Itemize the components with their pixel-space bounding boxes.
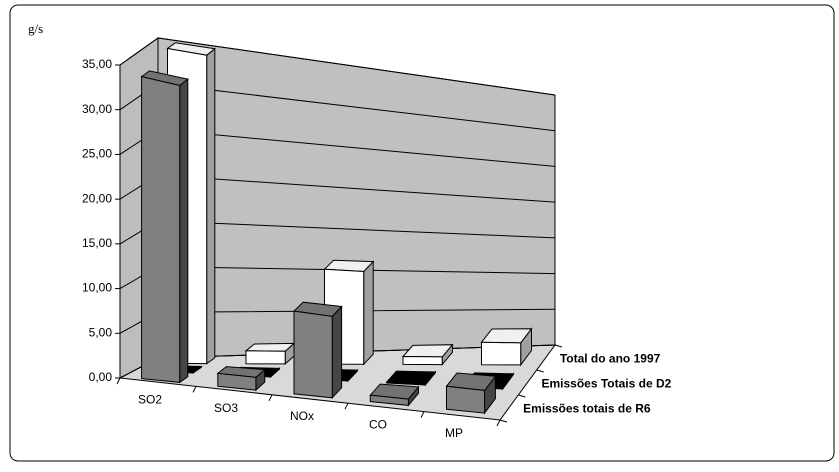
y-tick-label: 15,00 [82,236,112,250]
depth-tick [554,344,563,348]
x-tick-label: CO [369,418,387,432]
bar [216,366,266,392]
x-tick [268,394,273,402]
x-tick-label: NOx [290,409,314,423]
bar-front [386,381,426,386]
bar-front [217,372,257,391]
bar-front [481,341,522,366]
bar-front [402,355,443,366]
bar [369,383,420,407]
legend-label: Emissões Totais de D2 [542,377,672,391]
x-tick-label: MP [445,426,463,440]
y-tick-label: 20,00 [82,191,112,205]
x-tick-label: SO3 [214,401,238,415]
depth-tick [518,394,526,398]
bar-side [179,78,189,384]
bar-front [245,350,286,365]
x-tick [116,377,121,385]
x-tick-label: SO2 [138,392,162,406]
depth-tick [536,369,544,373]
y-tick-label: 35,00 [82,57,112,71]
bar [480,327,533,367]
y-tick-label: 25,00 [82,147,112,161]
axis-unit: g/s [28,21,43,36]
bar-side [331,305,343,400]
bar [401,343,454,366]
y-tick-label: 30,00 [82,102,112,116]
y-tick-label: 10,00 [82,281,112,295]
x-tick [420,411,425,418]
y-tick-label: 5,00 [89,325,113,339]
depth-tick [499,419,508,423]
x-tick [496,419,501,427]
grid-line [119,37,556,96]
bar [445,372,497,415]
bar-side [363,260,374,366]
bar-front [369,394,409,406]
x-tick [192,386,197,393]
bar-front [446,385,486,414]
bar-front [141,75,181,383]
bar [140,70,189,384]
bar-front [293,310,333,399]
bar [385,370,437,387]
bar-top [244,342,296,352]
bar-side [206,47,216,365]
bar [292,301,343,400]
bar [244,342,296,366]
legend-label: Emissões totais de R6 [523,402,651,416]
y-tick-label: 0,00 [89,370,113,384]
legend-label: Total do ano 1997 [560,352,661,366]
x-tick [344,402,349,410]
